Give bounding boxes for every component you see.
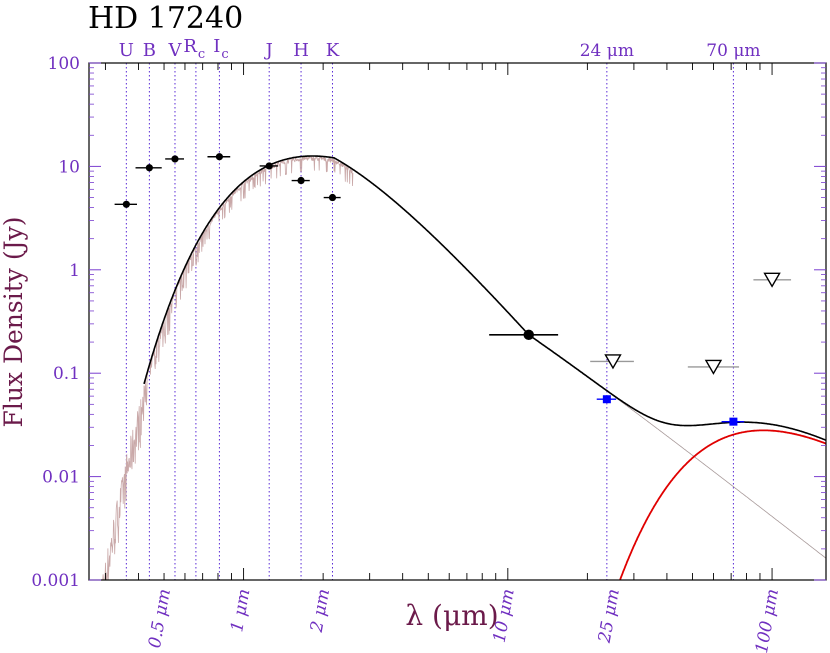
chart-title: HD 17240 [88,1,243,36]
y-tick-label: 10 [58,157,80,177]
y-axis-ticks: 0.001 0.01 0.1 1 10 100 [31,54,826,591]
upper-limit-marker [763,272,781,288]
band-label: 70 μm [706,41,760,61]
band-label: H [293,40,309,61]
photometry-point [145,164,153,172]
photometry-point [215,153,224,161]
band-label: R [183,36,197,57]
photometry-point [297,176,305,185]
band-label: J [264,40,273,61]
y-tick-label: 0.1 [53,364,80,384]
band-label: B [143,40,156,61]
mips-point [729,417,738,426]
y-tick-label: 0.001 [31,571,80,591]
dust-blackbody-line [619,429,826,580]
band-label-subscript: c [198,47,205,62]
y-tick-label: 1 [69,261,80,281]
y-axis-label: Flux Density (Jy) [0,216,28,427]
mips-point [602,395,611,404]
band-label: K [326,40,340,61]
band-label: U [119,40,134,61]
total-model-line [143,155,826,441]
upper-limit-marker [604,354,622,370]
y-tick-label: 0.01 [42,468,80,488]
photometry-point [328,193,337,202]
photometry-point [171,155,179,163]
data-marks [114,153,792,426]
band-label: V [167,40,182,61]
plot-frame [88,62,827,581]
band-label: I [213,36,220,57]
photometry-point [523,329,534,341]
x-axis-label: λ (μm) [405,599,498,632]
band-label-subscript: c [221,47,228,62]
band-label: 24 μm [580,41,634,61]
photometry-point [265,162,273,170]
y-tick-label: 100 [48,54,80,74]
photometry-point [122,200,130,208]
upper-limit-marker [704,359,723,375]
plot-border [88,62,827,581]
